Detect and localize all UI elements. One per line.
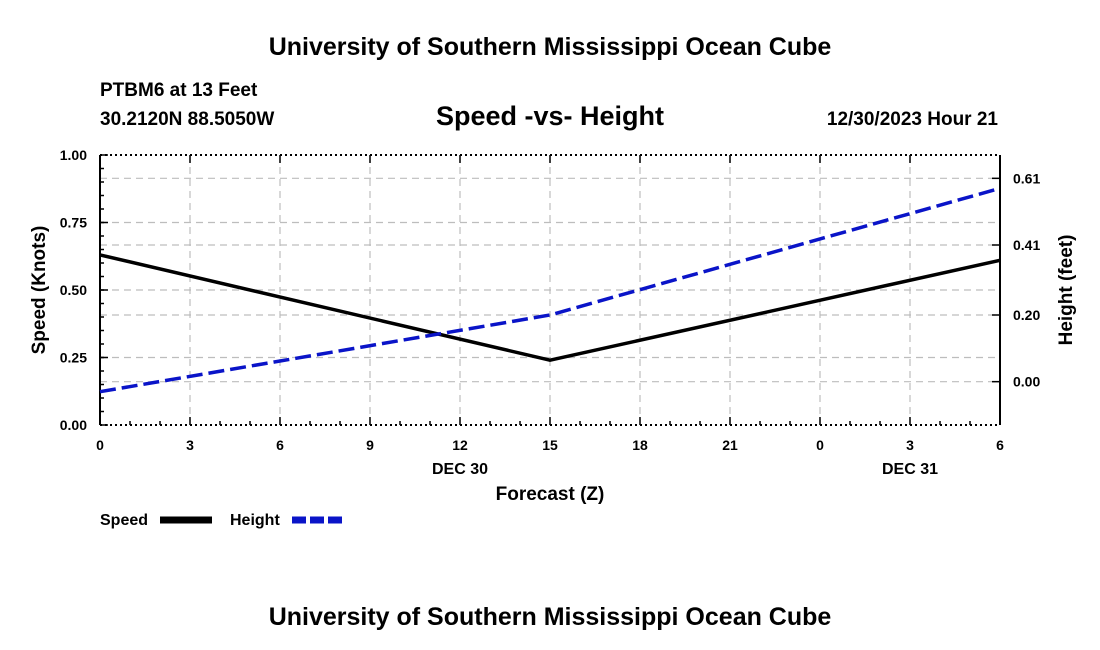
grid-lines xyxy=(100,155,1000,425)
y2-tick-label: 0.00 xyxy=(1013,374,1040,390)
page-title: University of Southern Mississippi Ocean… xyxy=(269,33,832,61)
y-tick-label: 0.25 xyxy=(60,350,87,366)
x-tick-label: 9 xyxy=(366,437,374,453)
x-tick-label: 6 xyxy=(996,437,1004,453)
series-lines xyxy=(99,186,1001,394)
y-tick-label: 0.75 xyxy=(60,215,87,231)
y2-axis-label: Height (feet) xyxy=(1056,235,1077,346)
y-tick-label: 0.00 xyxy=(60,417,87,433)
x-tick-label: 3 xyxy=(906,437,914,453)
station-label: PTBM6 at 13 Feet xyxy=(100,80,258,101)
x-tick-label: 21 xyxy=(722,437,738,453)
y-axis-label: Speed (Knots) xyxy=(29,226,50,355)
y-tick-label: 1.00 xyxy=(60,147,87,163)
station-coordinates: 30.2120N 88.5050W xyxy=(100,109,274,130)
x-tick-label: 15 xyxy=(542,437,558,453)
y-tick-label: 0.50 xyxy=(60,282,87,298)
chart-title: Speed -vs- Height xyxy=(436,101,664,131)
x-tick-label: 3 xyxy=(186,437,194,453)
y2-tick-label: 0.41 xyxy=(1013,237,1040,253)
x-axis-label: Forecast (Z) xyxy=(496,484,605,505)
x-tick-label: 0 xyxy=(816,437,824,453)
footer-title: University of Southern Mississippi Ocean… xyxy=(269,603,832,631)
legend: Speed Height xyxy=(100,512,344,529)
y2-tick-label: 0.20 xyxy=(1013,307,1040,323)
legend-speed-label: Speed xyxy=(100,512,148,529)
x-date-label: DEC 30 xyxy=(432,461,488,478)
forecast-datetime: 12/30/2023 Hour 21 xyxy=(827,109,999,130)
x-tick-label: 18 xyxy=(632,437,648,453)
x-tick-label: 6 xyxy=(276,437,284,453)
legend-height-label: Height xyxy=(230,512,280,529)
axis-ticks: 0 3 6 9 12 15 18 21 0 3 6 DEC 30 DEC 31 0.00 0.25 0.50 0… xyxy=(60,147,1041,478)
x-date-label: DEC 31 xyxy=(882,461,938,478)
x-tick-label: 0 xyxy=(96,437,104,453)
series-line-speed xyxy=(99,253,1001,362)
y2-tick-label: 0.61 xyxy=(1013,170,1040,186)
x-tick-label: 12 xyxy=(452,437,468,453)
